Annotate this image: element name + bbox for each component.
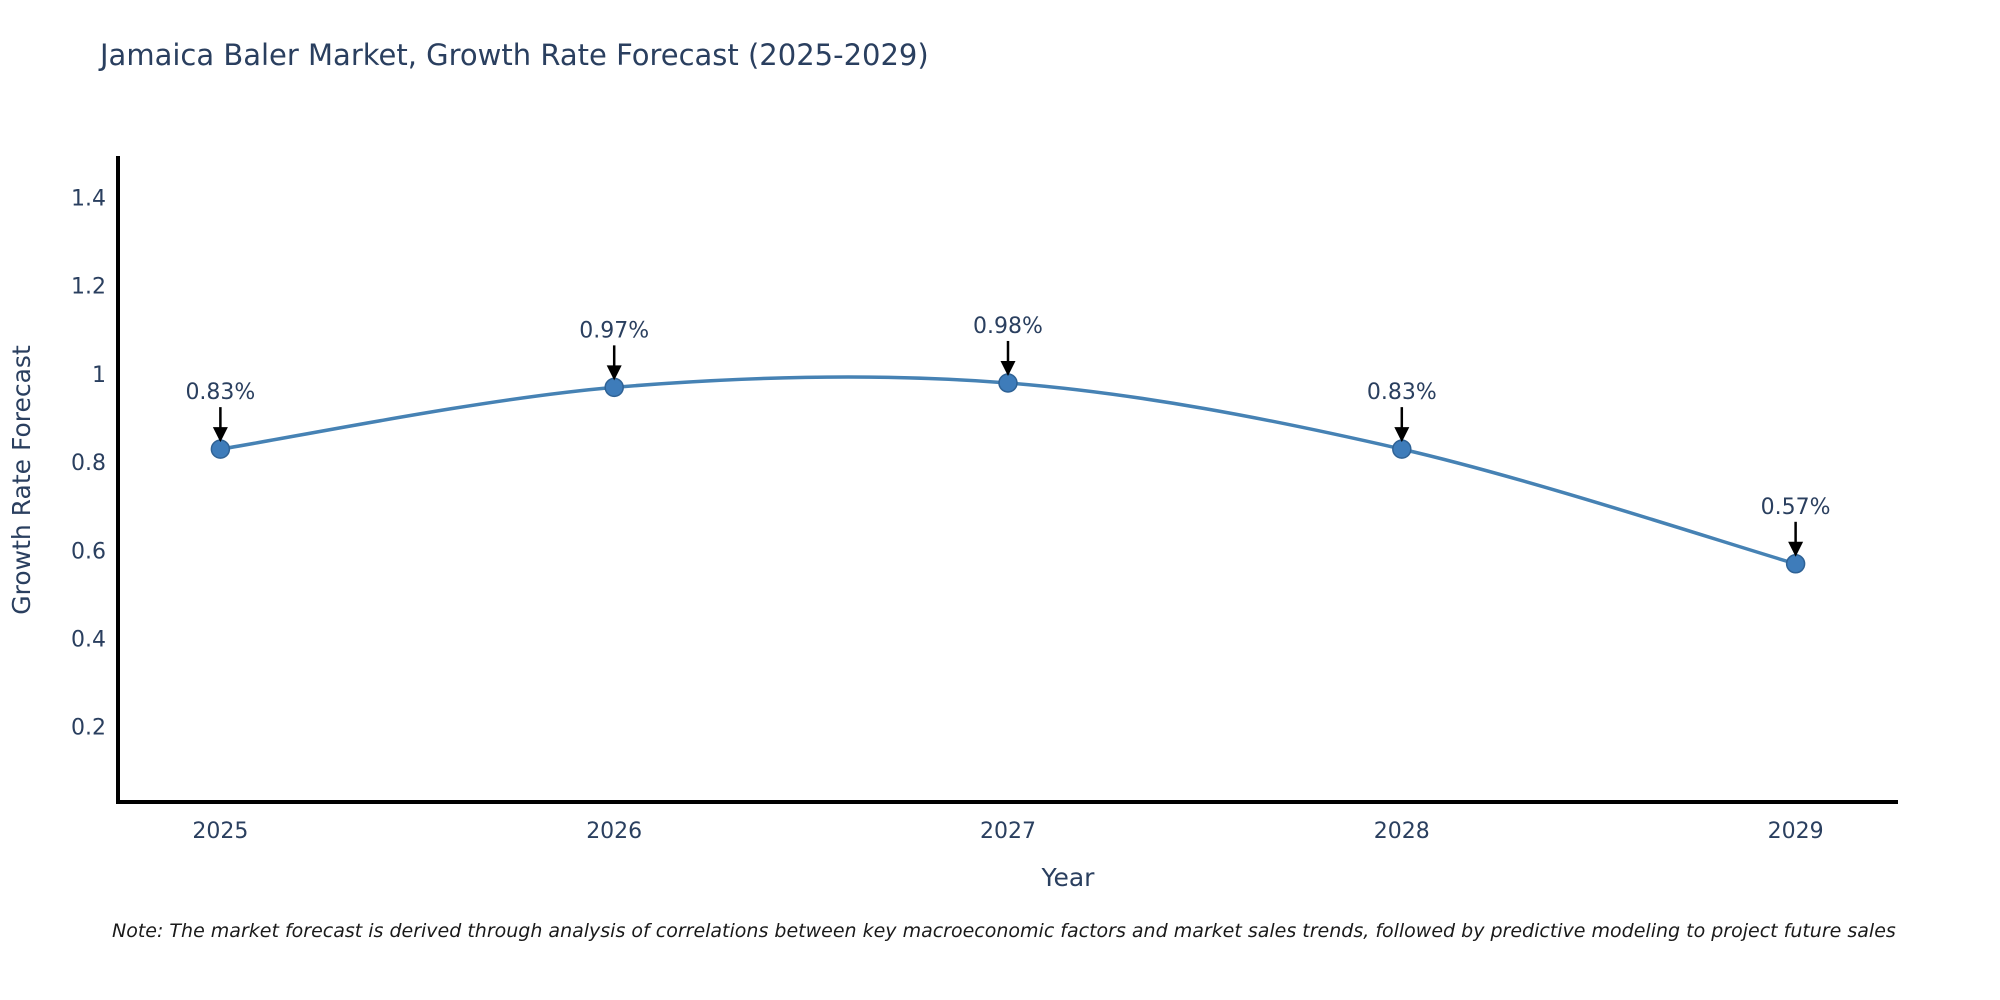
- x-tick-label: 2027: [980, 819, 1036, 844]
- point-label: 0.98%: [973, 314, 1043, 339]
- y-axis-title: Growth Rate Forecast: [7, 345, 36, 615]
- y-tick-label: 1.2: [71, 275, 106, 300]
- y-tick-label: 0.6: [71, 539, 106, 564]
- y-tick-label: 0.2: [71, 716, 106, 741]
- data-point-2025: [210, 439, 231, 459]
- x-tick-label: 2028: [1374, 819, 1430, 844]
- y-tick-label: 0.4: [71, 627, 106, 652]
- annotation-arrow-head: [1788, 541, 1804, 557]
- data-point-2026: [604, 377, 624, 398]
- data-point-2029: [1785, 554, 1806, 574]
- y-tick-label: 1.4: [71, 186, 106, 211]
- annotation-arrow-head: [1000, 360, 1016, 376]
- annotation-arrow-head: [1394, 427, 1410, 443]
- x-axis-title: Year: [1041, 863, 1096, 892]
- x-tick-label: 2025: [192, 819, 248, 844]
- data-point-2028: [1392, 439, 1412, 459]
- x-tick-label: 2029: [1768, 819, 1824, 844]
- annotation-arrow-head: [606, 365, 622, 381]
- y-tick-label: 0.8: [71, 451, 106, 476]
- x-tick-label: 2026: [586, 819, 642, 844]
- data-point-2027: [998, 373, 1018, 393]
- point-label: 0.97%: [579, 318, 649, 343]
- forecast-line: [218, 375, 1798, 566]
- point-label: 0.83%: [1367, 380, 1437, 405]
- y-tick-label: 1: [92, 363, 106, 388]
- point-label: 0.83%: [185, 380, 255, 405]
- footnote: Note: The market forecast is derived thr…: [112, 920, 1896, 942]
- annotation-arrow-head: [212, 427, 228, 443]
- chart-title: Jamaica Baler Market, Growth Rate Foreca…: [100, 38, 929, 72]
- point-label: 0.57%: [1761, 495, 1831, 520]
